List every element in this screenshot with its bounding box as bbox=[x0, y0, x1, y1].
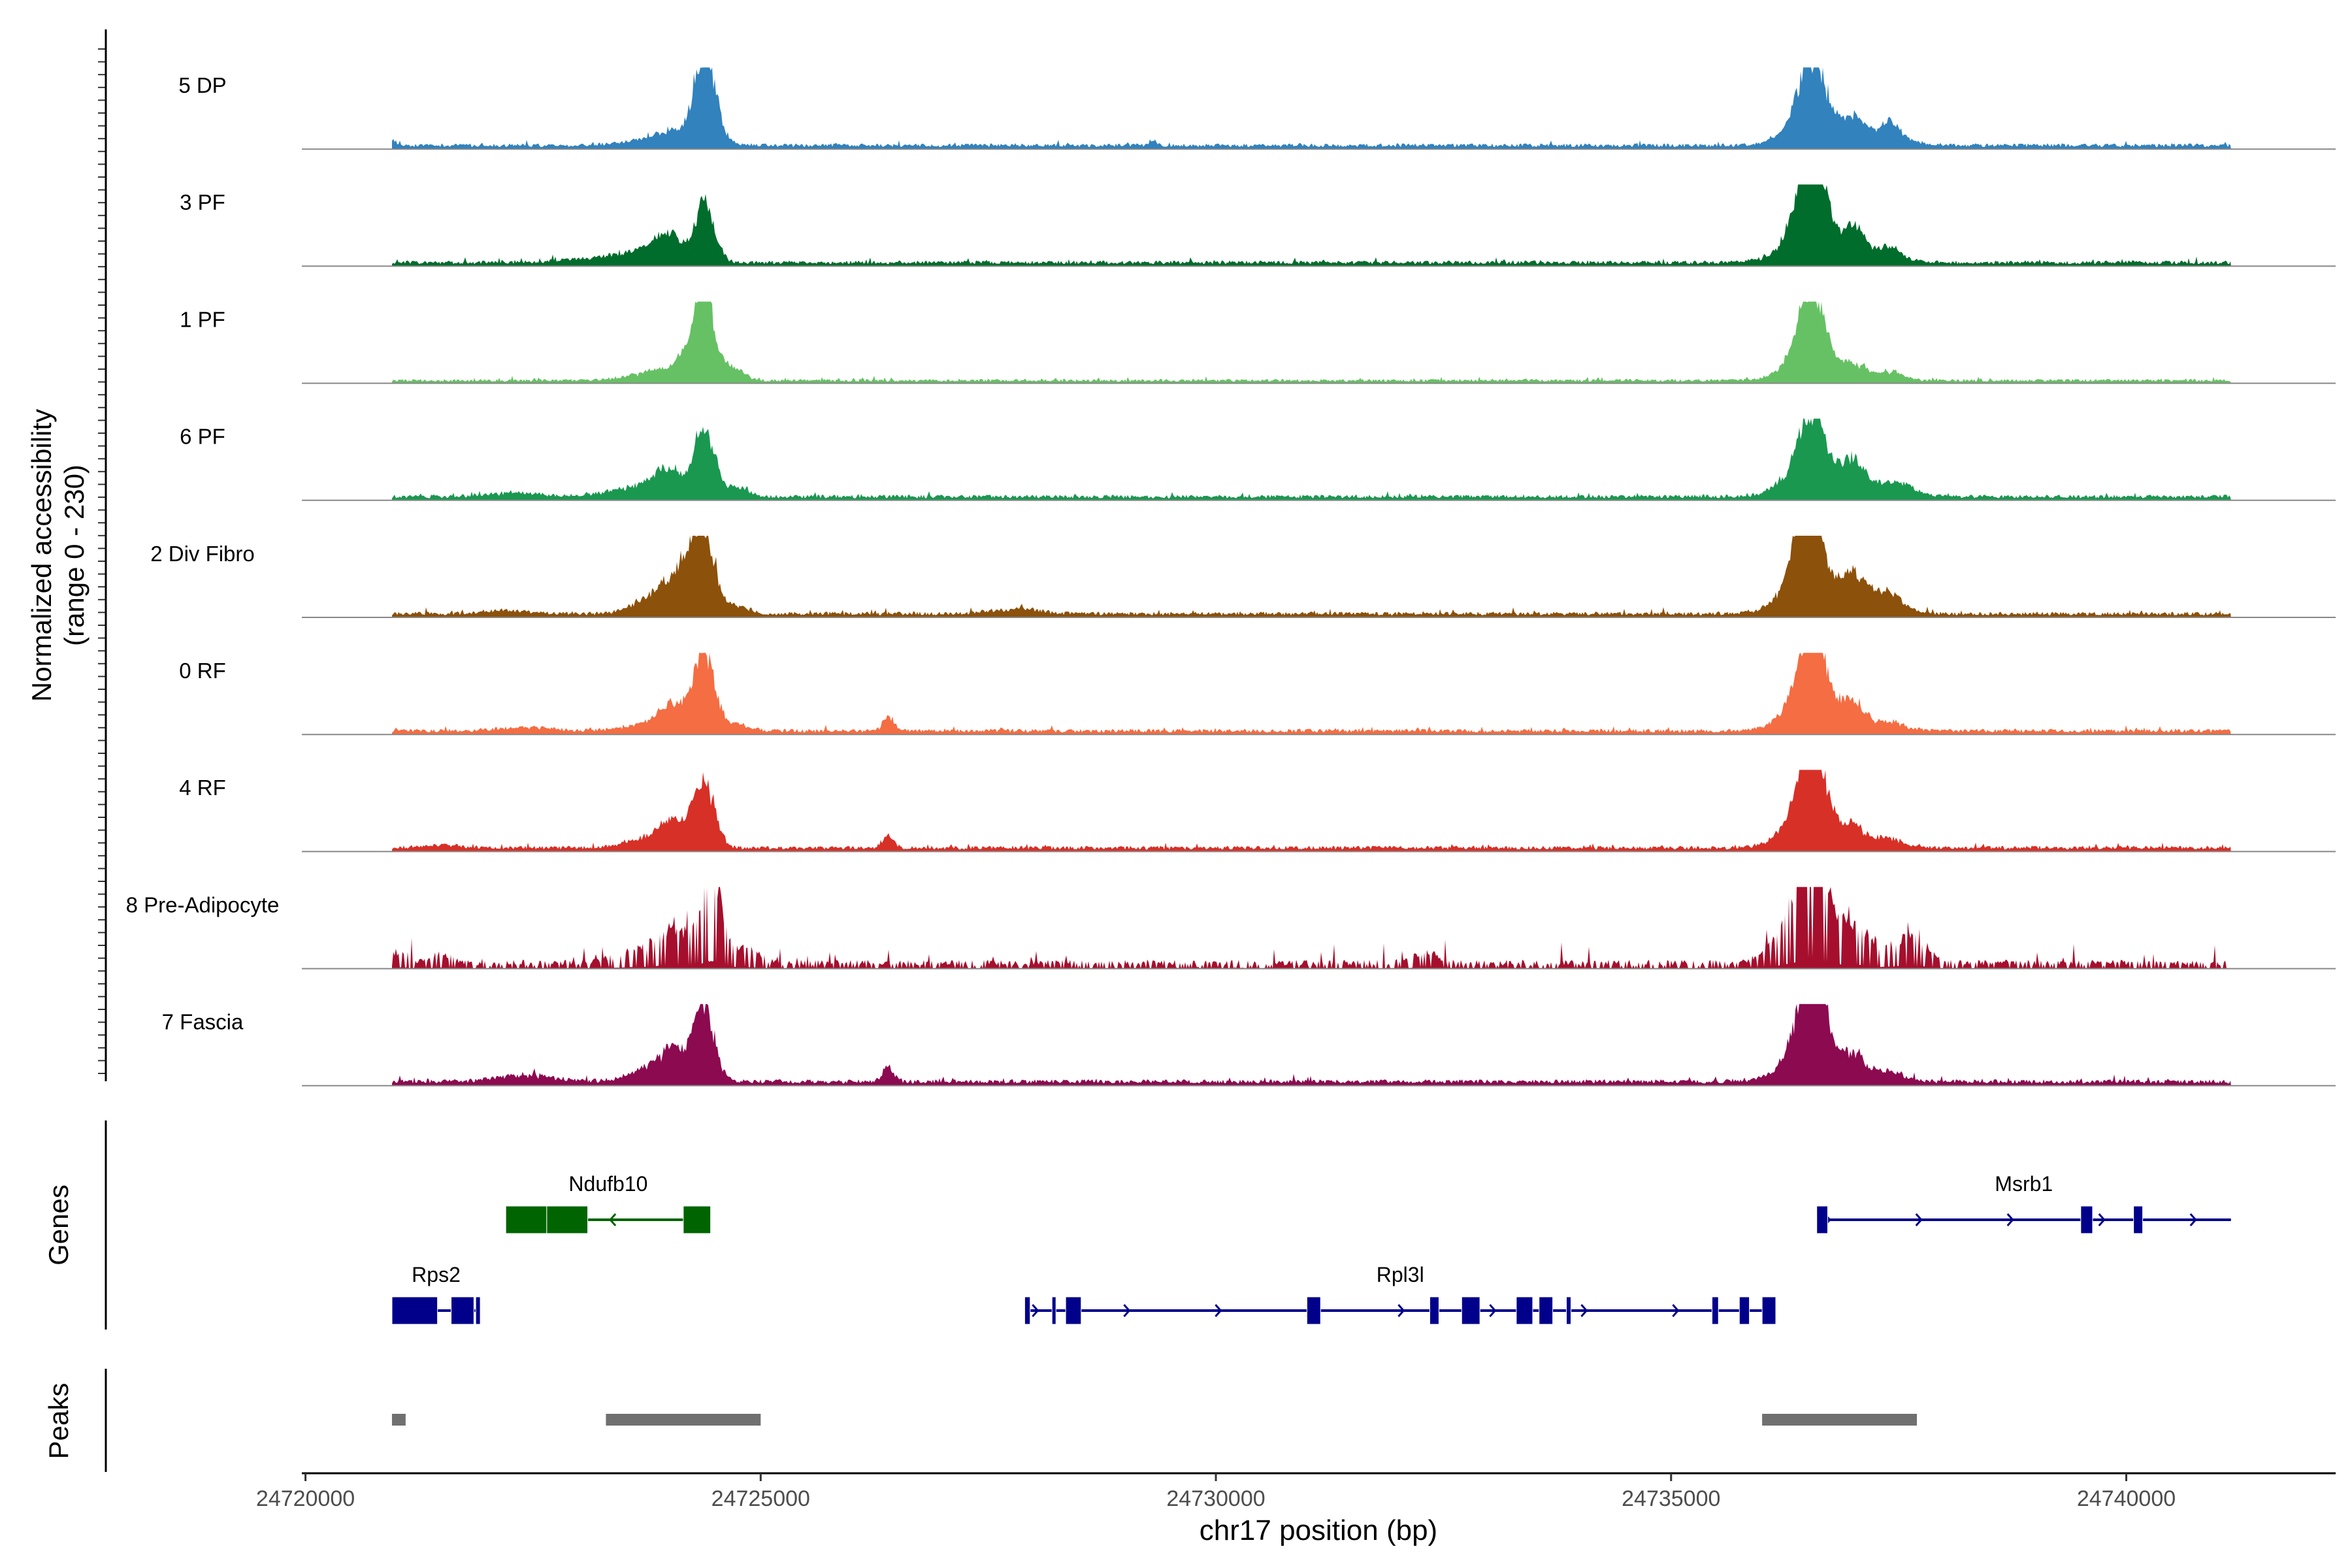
gene-exon bbox=[1739, 1296, 1750, 1325]
peaks-panel-label: Peaks bbox=[43, 1383, 74, 1460]
y-axis-ticks bbox=[98, 48, 106, 1074]
strand-arrow bbox=[1032, 1304, 1039, 1317]
gene-exon bbox=[1306, 1296, 1321, 1325]
gene-label: Msrb1 bbox=[1995, 1172, 2053, 1196]
strand-arrow bbox=[1580, 1304, 1588, 1317]
coverage-area bbox=[392, 418, 2231, 500]
coverage-area bbox=[392, 67, 2231, 150]
track-label: 0 RF bbox=[179, 659, 226, 683]
gene-exon bbox=[1429, 1296, 1439, 1325]
gene-exon bbox=[391, 1296, 438, 1325]
gene-rpl3l: Rpl3l bbox=[1024, 1263, 1776, 1325]
track-label: 4 RF bbox=[179, 776, 226, 800]
gene-exon bbox=[1539, 1296, 1554, 1325]
gene-exon bbox=[1816, 1205, 1828, 1234]
track-label: 3 PF bbox=[180, 190, 225, 214]
strand-arrow bbox=[2006, 1213, 2014, 1226]
gene-exon bbox=[1461, 1296, 1480, 1325]
gene-exon bbox=[2080, 1205, 2093, 1234]
track-label: 6 PF bbox=[180, 425, 225, 449]
strand-arrow bbox=[1397, 1304, 1405, 1317]
y-axis-label-line2: (range 0 - 230) bbox=[59, 465, 90, 646]
gene-annotation-track: Ndufb10 Msrb1 Rps2 Rpl3l bbox=[391, 1172, 2231, 1325]
coverage-area bbox=[392, 536, 2231, 617]
track-7-fascia: 7 Fascia bbox=[162, 1004, 2336, 1086]
gene-exon bbox=[1566, 1296, 1571, 1325]
peak-region bbox=[391, 1414, 406, 1426]
track-1-pf: 1 PF bbox=[180, 301, 2336, 384]
strand-arrow bbox=[2098, 1213, 2106, 1226]
gene-exon bbox=[1711, 1296, 1719, 1325]
gene-exon bbox=[683, 1205, 711, 1234]
genes-panel-label: Genes bbox=[43, 1184, 74, 1266]
x-tick-label: 24725000 bbox=[711, 1486, 810, 1511]
x-tick-label: 24720000 bbox=[256, 1486, 355, 1511]
coverage-area bbox=[392, 887, 2231, 969]
gene-exon bbox=[505, 1205, 547, 1234]
track-label: 8 Pre-Adipocyte bbox=[126, 892, 280, 917]
strand-arrow bbox=[1123, 1304, 1131, 1317]
track-label: 7 Fascia bbox=[162, 1010, 244, 1034]
coverage-area bbox=[392, 770, 2231, 852]
x-tick-label: 24735000 bbox=[1622, 1486, 1720, 1511]
x-axis-label: chr17 position (bp) bbox=[1200, 1514, 1437, 1546]
gene-exon bbox=[1051, 1296, 1056, 1325]
gene-exon bbox=[1065, 1296, 1082, 1325]
track-label: 2 Div Fibro bbox=[150, 542, 255, 566]
peak-track bbox=[391, 1414, 1918, 1426]
coverage-area bbox=[392, 184, 2231, 267]
strand-arrow bbox=[1672, 1304, 1680, 1317]
track-8-pre-adipocyte: 8 Pre-Adipocyte bbox=[126, 887, 2336, 970]
coverage-tracks: 5 DP 3 PF 1 PF 6 PF 2 Div Fibro 0 RF 4 RF 8 Pre… bbox=[126, 67, 2336, 1086]
gene-label: Rps2 bbox=[412, 1263, 461, 1286]
track-label: 5 DP bbox=[178, 73, 226, 97]
track-4-rf: 4 RF bbox=[179, 770, 2336, 853]
y-axis-label-line1: Normalized accessibility bbox=[26, 409, 57, 702]
gene-msrb1: Msrb1 bbox=[1816, 1172, 2231, 1234]
track-3-pf: 3 PF bbox=[180, 184, 2336, 267]
strand-arrow bbox=[1489, 1304, 1497, 1317]
peak-region bbox=[1762, 1414, 1918, 1426]
gene-exon bbox=[2133, 1205, 2144, 1234]
gene-label: Ndufb10 bbox=[568, 1172, 647, 1196]
gene-exon bbox=[1761, 1296, 1776, 1325]
gene-ndufb10: Ndufb10 bbox=[505, 1172, 711, 1234]
peak-region bbox=[606, 1414, 761, 1426]
track-2-div-fibro: 2 Div Fibro bbox=[150, 536, 2336, 618]
gene-exon bbox=[546, 1205, 589, 1234]
x-tick-label: 24730000 bbox=[1166, 1486, 1265, 1511]
track-5-dp: 5 DP bbox=[178, 67, 2336, 150]
gene-exon bbox=[475, 1296, 481, 1325]
strand-arrow bbox=[1915, 1213, 1923, 1226]
gene-exon bbox=[451, 1296, 474, 1325]
gene-rps2: Rps2 bbox=[391, 1263, 481, 1325]
x-tick-label: 24740000 bbox=[2077, 1486, 2176, 1511]
strand-arrow bbox=[2189, 1213, 2197, 1226]
coverage-area bbox=[392, 301, 2231, 384]
track-0-rf: 0 RF bbox=[179, 653, 2336, 736]
gene-exon bbox=[1516, 1296, 1533, 1325]
track-6-pf: 6 PF bbox=[180, 418, 2336, 501]
coverage-area bbox=[392, 653, 2231, 735]
strand-arrow bbox=[609, 1213, 617, 1226]
coverage-area bbox=[392, 1004, 2231, 1086]
gene-exon bbox=[1024, 1296, 1031, 1325]
x-axis-ticks: 24720000 24725000 24730000 24735000 24740000 bbox=[256, 1473, 2176, 1511]
track-label: 1 PF bbox=[180, 307, 225, 331]
gene-label: Rpl3l bbox=[1377, 1263, 1424, 1286]
strand-arrow bbox=[1215, 1304, 1222, 1317]
